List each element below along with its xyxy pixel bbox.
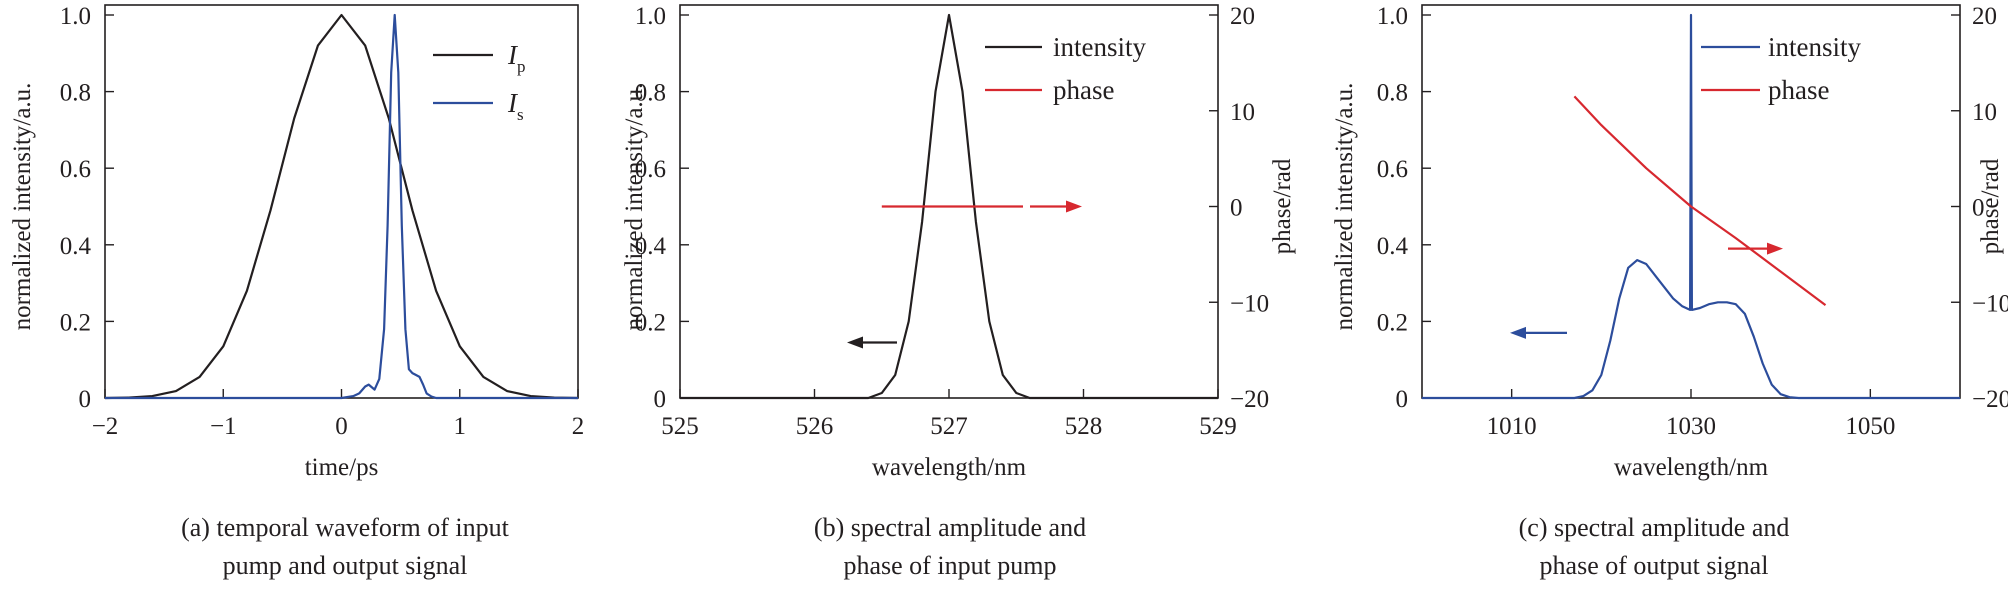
y-tick-label: 0.6 (635, 156, 666, 183)
y2-tick-label: 0 (1230, 195, 1243, 222)
x-tick-label: 527 (930, 413, 968, 440)
x-tick-label: 0 (335, 413, 348, 440)
y-tick-label: 0.6 (1377, 156, 1408, 183)
y-tick-label: 0.2 (1377, 309, 1408, 336)
x-tick-label: 1050 (1845, 413, 1895, 440)
y-tick-label: 1.0 (635, 3, 666, 30)
axis-arrow-head-left (847, 336, 863, 349)
y-tick-label: 0 (1396, 386, 1409, 413)
plot-frame (679, 4, 1219, 399)
caption-line-2: phase of input pump (843, 551, 1056, 580)
y-tick-label: 0.2 (60, 309, 91, 336)
legend-label: Ip (507, 40, 526, 76)
legend-label-text: I (507, 40, 519, 70)
panel-b: 0 0.2 0.4 0.6 0.8 1.0 525 526 527 528 529−20 −10 0 10… (621, 3, 1296, 580)
y-tick-label: 0.6 (60, 156, 91, 183)
y-axis-label: normalized intensity/a.u. (621, 83, 648, 331)
legend-label: intensity (1768, 32, 1861, 62)
y-tick-label: 0 (654, 386, 667, 413)
x-tick-label: −1 (210, 413, 237, 440)
series-line-intensity (1422, 13, 1960, 400)
series-line-I-p (104, 13, 579, 400)
y-tick-label: 1.0 (1377, 3, 1408, 30)
x-tick-label: 525 (661, 413, 699, 440)
series-line-I-s (105, 13, 578, 400)
caption-line-2: pump and output signal (223, 551, 468, 580)
y-tick-label: 0.4 (60, 233, 92, 260)
y2-tick-label: −20 (1230, 386, 1269, 413)
legend-label: intensity (1053, 32, 1146, 62)
y2-tick-label: 20 (1972, 3, 1997, 30)
y-tick-label: 0 (79, 386, 92, 413)
y2-tick-label: −10 (1972, 290, 2008, 317)
axis-arrow-head-right (1066, 200, 1082, 213)
y-tick-label: 0.4 (635, 233, 667, 260)
y-tick-label: 0.2 (635, 309, 666, 336)
y2-axis-label: phase/rad (1269, 158, 1296, 254)
legend-label-subscript: s (517, 105, 524, 124)
series-line-phase (1573, 95, 1827, 306)
y-axis-label: normalized intensity/a.u. (1331, 83, 1358, 331)
legend-label: phase (1768, 75, 1829, 105)
x-axis-label: time/ps (305, 454, 379, 481)
y-tick-label: 1.0 (60, 3, 91, 30)
axis-arrow-head-right (1767, 242, 1783, 255)
axis-arrow-head-left (1510, 326, 1526, 339)
legend-label-text: I (507, 88, 519, 118)
panel-c: 0 0.2 0.4 0.6 0.8 1.0 1010 1030 1050 −20 −10 0 10 20 p… (1331, 3, 2008, 580)
x-tick-label: 528 (1065, 413, 1103, 440)
y2-tick-label: −20 (1972, 386, 2008, 413)
y-axis-label: normalized intensity/a.u. (9, 83, 36, 331)
y2-tick-label: 10 (1230, 99, 1255, 126)
y2-tick-label: −10 (1230, 290, 1269, 317)
x-tick-label: 2 (572, 413, 585, 440)
legend-label-text: phase (1768, 75, 1829, 105)
x-tick-label: 1 (454, 413, 467, 440)
caption-line-1: (b) spectral amplitude and (814, 513, 1086, 542)
caption-line-2: phase of output signal (1540, 551, 1769, 580)
legend-label-text: intensity (1768, 32, 1861, 62)
legend-label-text: intensity (1053, 32, 1146, 62)
y-tick-label: 0.4 (1377, 233, 1409, 260)
y2-tick-label: 20 (1230, 3, 1255, 30)
caption-line-1: (c) spectral amplitude and (1519, 513, 1790, 542)
legend-label-subscript: p (517, 57, 526, 76)
panel-a: 0 0.2 0.4 0.6 0.8 1.0 −2 −1 0 1 2 time/ps normalized… (9, 3, 584, 580)
y2-tick-label: 0 (1972, 195, 1985, 222)
x-tick-label: 1010 (1487, 413, 1537, 440)
y2-axis-label: phase/rad (1977, 158, 2004, 254)
series-line-intensity (680, 13, 1218, 400)
y-tick-label: 0.8 (60, 80, 91, 107)
x-axis-label: wavelength/nm (1614, 454, 1769, 481)
legend-label: phase (1053, 75, 1114, 105)
x-tick-label: 526 (796, 413, 834, 440)
x-axis-label: wavelength/nm (872, 454, 1027, 481)
x-tick-label: −2 (92, 413, 119, 440)
legend-label: Is (507, 88, 524, 124)
x-tick-label: 1030 (1666, 413, 1716, 440)
caption-line-1: (a) temporal waveform of input (181, 513, 510, 542)
y-tick-label: 0.8 (1377, 80, 1408, 107)
y-tick-label: 0.8 (635, 80, 666, 107)
y2-tick-label: 10 (1972, 99, 1997, 126)
legend-label-text: phase (1053, 75, 1114, 105)
x-tick-label: 529 (1199, 413, 1237, 440)
